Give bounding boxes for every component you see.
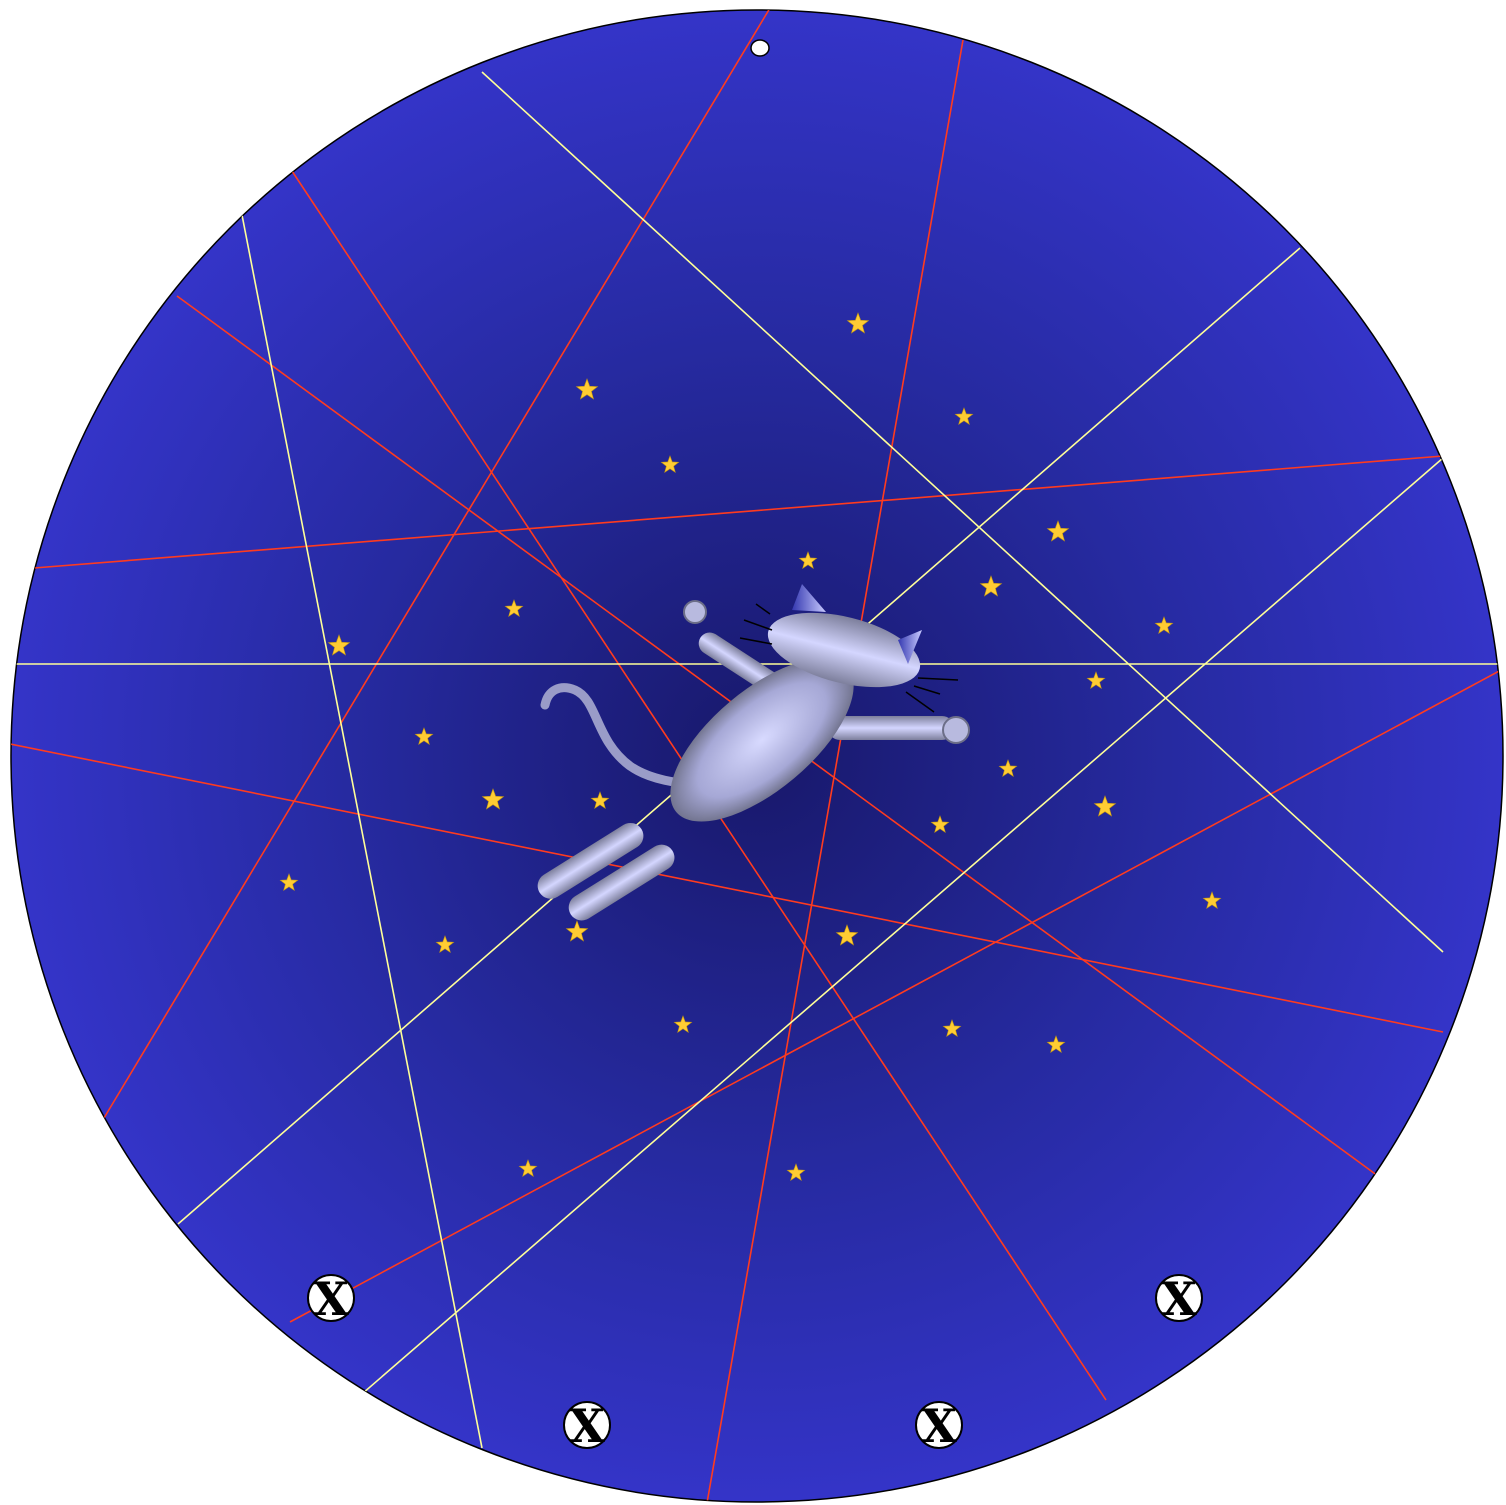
star-icon[interactable]: [435, 935, 455, 953]
cat-paw: [942, 716, 970, 744]
star-icon[interactable]: [1046, 1035, 1066, 1053]
star-icon[interactable]: [504, 599, 524, 617]
cat-ear: [898, 630, 922, 664]
star-icon[interactable]: [786, 1163, 806, 1181]
star-icon[interactable]: [1154, 616, 1174, 634]
x-marker-icon[interactable]: X: [915, 1399, 963, 1453]
yellow-line: [354, 457, 1444, 1401]
star-icon[interactable]: [279, 873, 299, 891]
star-icon[interactable]: [835, 924, 859, 946]
white-dot-icon: [750, 39, 770, 57]
star-icon[interactable]: [327, 634, 351, 656]
cat-head: [767, 612, 921, 688]
star-icon[interactable]: [979, 575, 1003, 597]
star-icon[interactable]: [998, 759, 1018, 777]
star-icon[interactable]: [942, 1019, 962, 1037]
star-icon[interactable]: [846, 312, 870, 334]
star-icon[interactable]: [1046, 520, 1070, 542]
star-icon[interactable]: [1202, 891, 1222, 909]
star-icon[interactable]: [1093, 795, 1117, 817]
cat-back-leg: [568, 844, 675, 921]
star-icon[interactable]: [414, 727, 434, 745]
red-line: [33, 455, 1444, 569]
star-icon[interactable]: [481, 788, 505, 810]
star-icon[interactable]: [954, 407, 974, 425]
star-icon[interactable]: [930, 815, 950, 833]
red-line: [706, 39, 964, 1502]
cat-paw: [683, 600, 707, 624]
cat-front-leg: [828, 716, 954, 740]
x-marker-label: X: [1161, 1272, 1197, 1326]
star-icon[interactable]: [518, 1159, 538, 1177]
star-field: [279, 312, 1222, 1181]
star-icon[interactable]: [575, 378, 599, 400]
x-marker-label: X: [569, 1399, 605, 1453]
flying-cat-icon[interactable]: [533, 584, 970, 925]
cat-back-leg: [537, 822, 644, 899]
cat-ear: [792, 584, 826, 612]
yellow-line: [481, 71, 1444, 953]
star-icon[interactable]: [660, 455, 680, 473]
x-markers: X X X X: [307, 1272, 1203, 1453]
cat-whiskers: [739, 603, 959, 713]
star-icon[interactable]: [565, 920, 589, 942]
x-marker-icon[interactable]: X: [563, 1399, 611, 1453]
red-line: [11, 743, 1444, 1033]
x-marker-icon[interactable]: X: [1155, 1272, 1203, 1326]
star-icon[interactable]: [590, 791, 610, 809]
star-icon[interactable]: [673, 1015, 693, 1033]
red-line: [97, 10, 771, 1129]
x-marker-label: X: [921, 1399, 957, 1453]
yellow-line: [241, 214, 483, 1449]
cat-tail: [540, 683, 703, 789]
x-marker-label: X: [313, 1272, 349, 1326]
star-icon[interactable]: [1086, 671, 1106, 689]
red-line: [289, 668, 1503, 1323]
x-marker-icon[interactable]: X: [307, 1272, 355, 1326]
star-icon[interactable]: [798, 551, 818, 569]
cat-torso: [670, 658, 854, 822]
